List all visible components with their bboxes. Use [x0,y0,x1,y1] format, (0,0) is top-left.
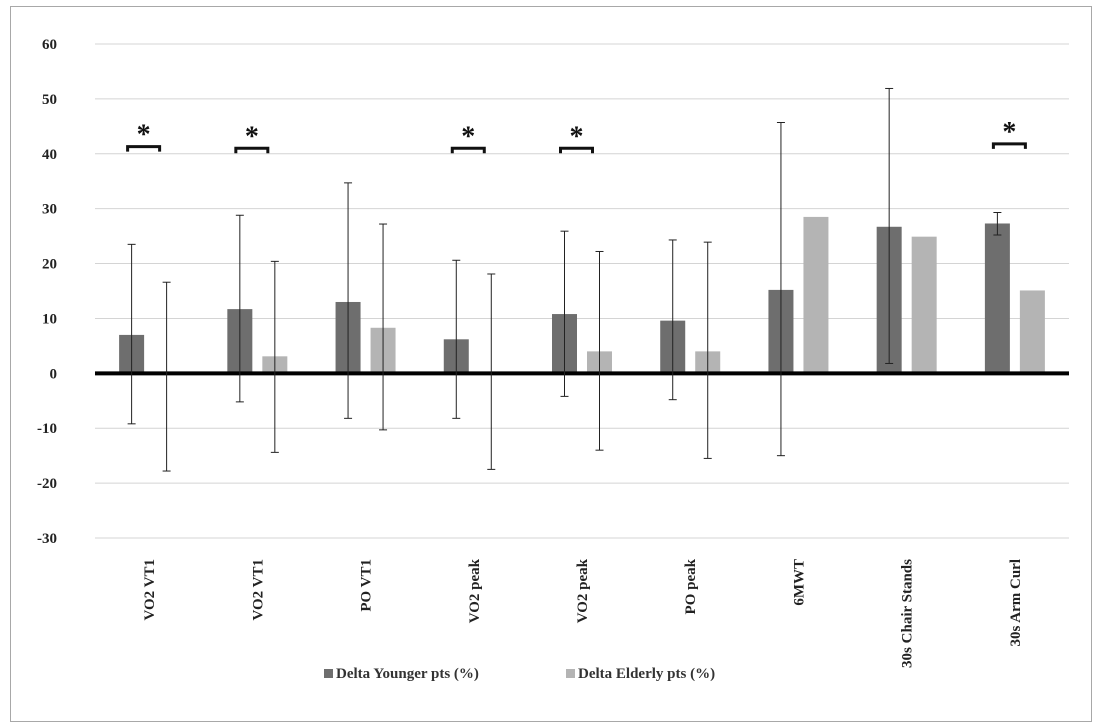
x-category-label: 30s Arm Curl [1008,559,1024,647]
error-bar-younger [344,182,353,419]
x-category-label: PO peak [683,558,699,614]
error-bar-younger [235,214,244,403]
error-bars [127,87,1002,472]
bracket-line [450,146,486,154]
significance-asterisk: * [461,121,475,152]
significance-bracket: * [450,121,486,154]
significance-bracket: * [991,117,1027,149]
x-category-label: 6MWT [791,559,807,606]
bar-elderly [1019,290,1045,374]
error-bar-elderly [162,281,171,472]
bar-elderly [803,216,829,374]
significance-markers: * * * * * [126,117,1027,154]
significance-asterisk: * [137,120,151,151]
x-category-label: VO2 peak [467,558,483,623]
error-bar-younger [127,243,136,425]
x-category-label: VO2 VT1 [142,559,158,621]
significance-asterisk: * [1002,117,1016,148]
error-bar-younger [560,230,569,397]
y-tick-label: 10 [42,311,57,327]
legend-label-younger: Delta Younger pts (%) [336,666,479,682]
y-tick-label: 20 [42,257,57,273]
y-tick-label: 0 [50,366,58,382]
bracket-line [991,142,1027,149]
y-tick-label: -20 [37,476,57,492]
chart-frame: 60 50 40 30 20 10 0 -10 -20 -30 * * * * * VO2 VT1 VO2 … [10,6,1092,722]
significance-bracket: * [559,121,594,154]
legend-swatch-elderly [566,669,575,678]
significance-bracket: * [126,120,162,152]
y-axis-tick-labels: 60 50 40 30 20 10 0 -10 -20 -30 [37,37,57,547]
x-category-label: PO VT1 [359,559,375,612]
error-bar-elderly [379,223,388,431]
y-tick-label: -30 [37,531,57,547]
error-bar-elderly [595,250,604,451]
y-tick-label: -10 [37,421,57,437]
significance-asterisk: * [570,121,584,152]
x-category-label: VO2 peak [575,558,591,623]
x-category-label: VO2 VT1 [250,559,266,621]
error-bar-younger [776,121,785,457]
x-axis-category-labels: VO2 VT1 VO2 VT1 PO VT1 VO2 peak VO2 peak PO p… [142,558,1024,668]
legend-label-elderly: Delta Elderly pts (%) [578,666,715,682]
bracket-line [126,145,162,152]
gridlines [95,43,1069,539]
bar-younger [984,223,1010,374]
error-bar-younger [993,212,1002,236]
bracket-line [234,146,270,154]
y-tick-label: 60 [42,37,57,53]
x-category-label: 30s Chair Stands [900,559,916,668]
bar-elderly [911,236,937,374]
legend: Delta Younger pts (%) Delta Elderly pts … [324,666,715,682]
significance-bracket: * [234,121,270,154]
bracket-line [559,146,594,154]
error-bar-elderly [703,241,712,459]
significance-asterisk: * [245,121,259,152]
error-bar-younger [668,239,677,401]
error-bar-elderly [270,260,279,453]
error-bar-elderly [487,273,496,470]
y-tick-label: 30 [42,202,57,218]
y-tick-label: 40 [42,147,57,163]
error-bar-younger [452,259,461,419]
y-tick-label: 50 [42,92,57,108]
legend-swatch-younger [324,669,333,678]
bars [119,216,1045,374]
error-bar-younger [885,87,894,364]
